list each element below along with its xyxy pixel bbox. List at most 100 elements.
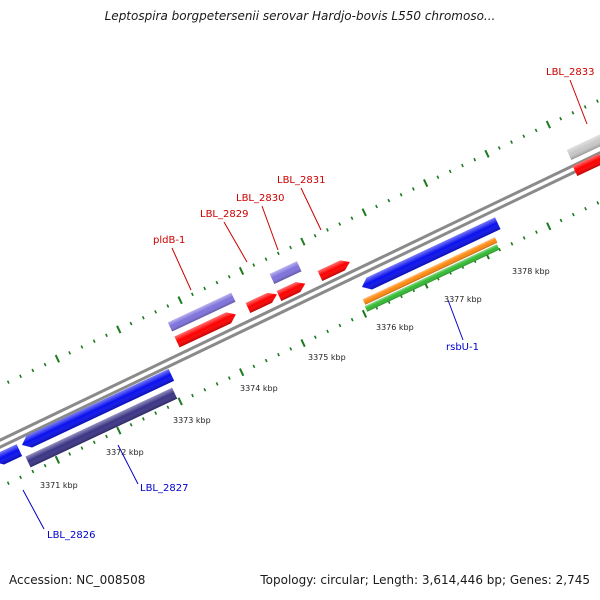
tick-mark [166,304,170,308]
tick-mark [350,216,354,220]
tick-mark [227,274,231,279]
tick-mark [300,237,306,246]
tick-mark [571,212,575,217]
tick-mark [583,105,587,109]
tick-mark [264,358,268,363]
tick-mark [215,382,219,386]
tick-mark [361,309,368,318]
tick-label-3376: 3376 kbp [376,323,414,332]
tick-mark [411,187,415,191]
tick-mark [276,251,280,256]
tick-mark [252,364,256,369]
tick-dash-rows [6,99,600,485]
gene-label-pldb-1[interactable]: pldB-1 [153,235,185,246]
gene-label-lbl-2831[interactable]: LBL_2831 [277,175,325,186]
gene-rsbu-1-orange[interactable] [362,237,498,305]
gene-lbl-2830-c[interactable] [269,261,302,284]
tick-mark [522,236,526,240]
tick-mark [92,440,96,445]
tick-mark [338,323,342,328]
map-title: Leptospira borgpetersenii serovar Hardjo… [104,9,496,23]
gene-lbl-2830-b[interactable] [276,279,308,301]
tick-mark [498,247,502,252]
gene-label-lbl-2829[interactable]: LBL_2829 [200,209,248,220]
gene-rsbu-1-green[interactable] [364,244,500,312]
backbone-gap [0,155,600,445]
tick-mark [6,481,10,485]
callout-rsbu-1 [447,299,464,341]
tick-mark [326,329,330,334]
tick-mark [264,257,268,261]
gene-lbl-2830-a[interactable] [245,289,280,313]
tick-mark [473,157,477,162]
accession-text: Accession: NC_008508 [9,573,146,587]
gene-label-lbl-2827[interactable]: LBL_2827 [140,483,188,494]
tick-mark [361,208,367,217]
callout-lbl-2826 [22,489,45,530]
tick-mark [289,245,293,250]
callout-lbl-2827 [117,444,139,485]
tick-mark [375,204,378,209]
gene-features [0,133,600,468]
tick-mark [129,321,133,326]
tick-mark [43,362,47,367]
tick-mark [116,325,122,334]
tick-mark [461,163,464,168]
tick-mark [559,218,563,223]
tick-mark [313,335,317,339]
gene-lbl-2827[interactable] [19,368,175,451]
gene-lbl-2829[interactable] [174,309,238,348]
tick-mark [252,263,256,267]
tick-mark [239,368,245,377]
tick-mark [215,280,219,285]
tick-mark [105,333,108,338]
tick-mark [546,222,552,231]
callout-lbl-2833 [569,79,588,125]
gene-lbl-2826[interactable] [0,444,23,468]
gene-lbl-2833[interactable] [572,151,600,176]
tick-mark [596,99,599,103]
tick-mark [584,206,587,211]
tick-label-3378: 3378 kbp [512,267,550,276]
gene-lbl-2833-shade [572,154,600,176]
tick-mark [522,134,526,139]
tick-mark [596,201,600,205]
tick-label-3375: 3375 kbp [308,353,346,362]
tick-mark [484,149,490,158]
tick-mark [289,347,293,351]
gene-rsbu-1-green-shade [364,244,500,312]
callout-lbl-2831 [300,187,322,231]
gene-rsbu-1-shade [362,217,501,290]
gene-rsbu-1[interactable] [359,217,501,293]
tick-label-3371: 3371 kbp [40,481,78,490]
tick-mark [203,387,207,392]
gene-lbl-2831[interactable] [317,257,353,281]
tick-mark [277,352,280,357]
gene-label-lbl-2830[interactable]: LBL_2830 [236,193,284,204]
gene-label-lbl-2833[interactable]: LBL_2833 [546,67,594,78]
tick-mark [6,380,10,384]
gene-lbl-2827-navy[interactable] [25,387,178,468]
tick-mark [559,116,563,121]
gene-lbl-2830-c-shade [269,261,302,284]
gene-pldb-1[interactable] [167,292,236,332]
tick-mark [19,374,22,379]
tick-mark [571,111,575,115]
tick-mark [154,310,157,314]
tick-mark [141,417,145,421]
tick-mark [190,292,194,297]
gene-lbl-2831-shade [317,260,350,281]
tick-mark [43,463,47,468]
backbone-line [0,151,600,442]
gene-lbl-2826-shade [0,444,23,465]
tick-mark [54,455,61,464]
tick-mark [116,426,122,435]
gene-label-lbl-2826[interactable]: LBL_2826 [47,530,95,541]
gene-label-rsbu-1[interactable]: rsbU-1 [446,342,479,353]
gene-lbl-2829-shade [174,312,236,348]
gene-lbl-2833-grey[interactable] [566,133,600,160]
tick-mark [177,296,183,305]
tick-mark [300,338,306,348]
tick-mark [54,354,60,363]
